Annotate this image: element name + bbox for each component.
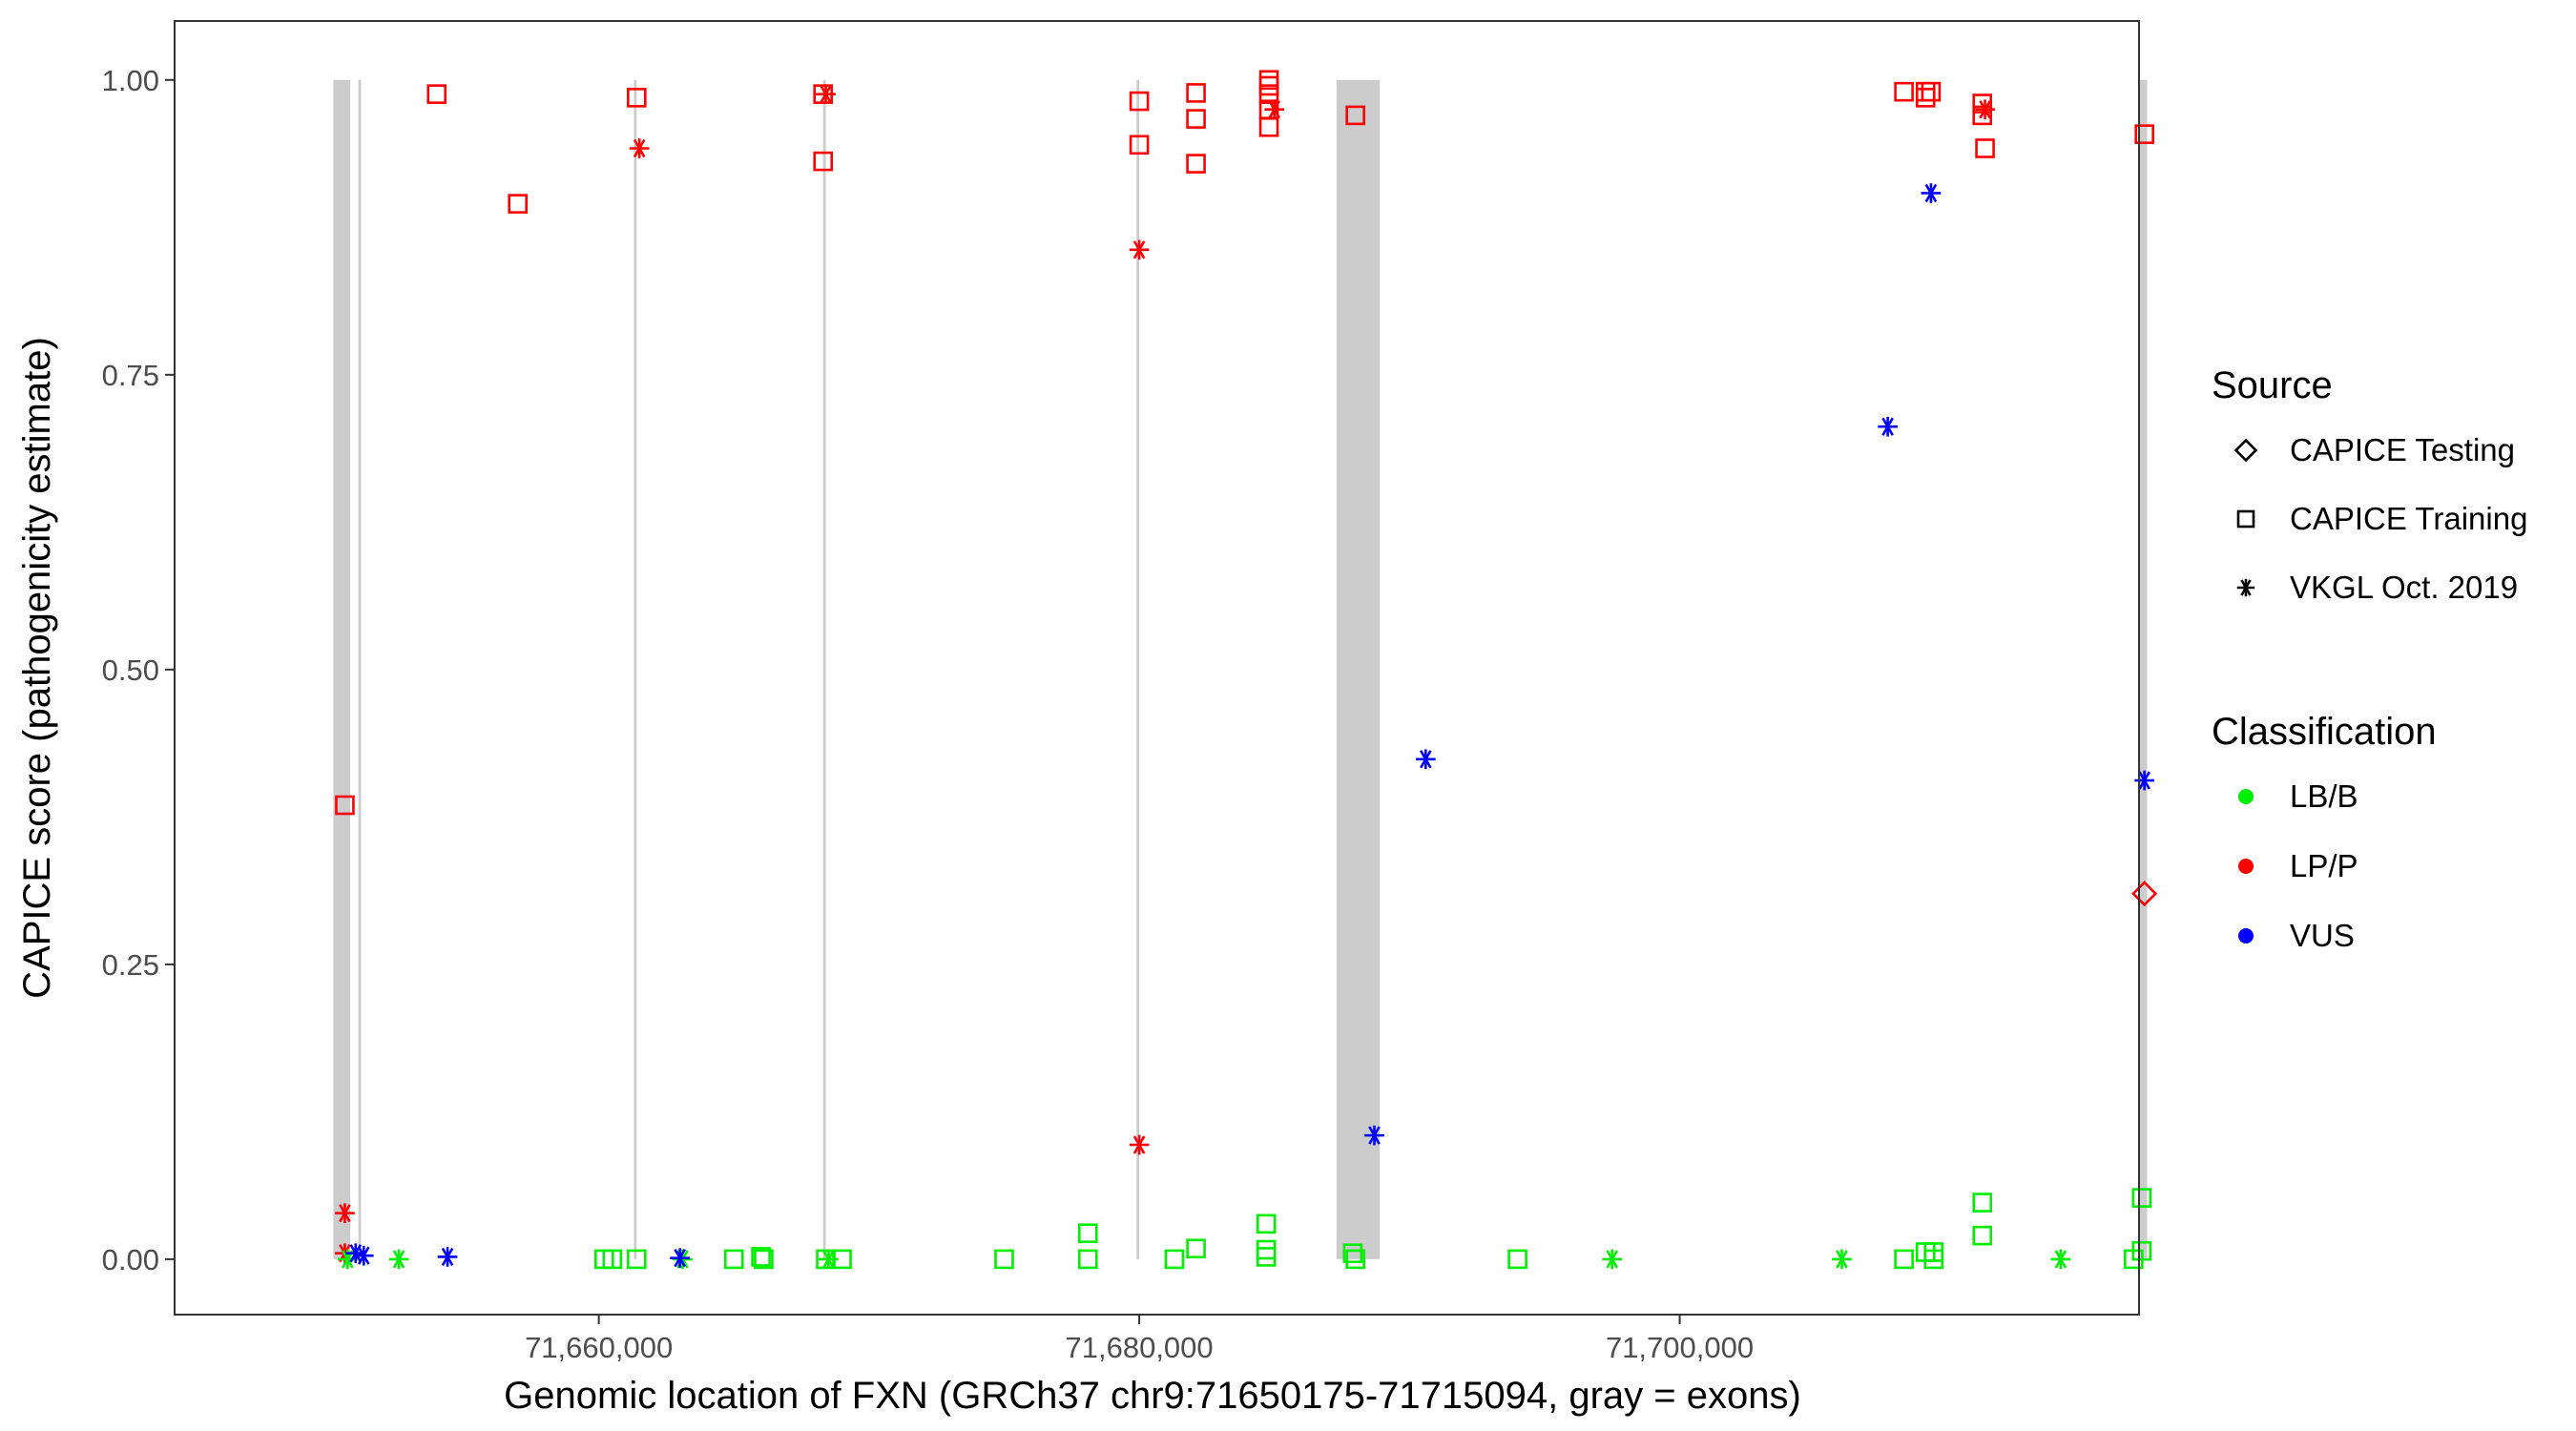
point-square (1258, 116, 1279, 137)
point-square (1129, 135, 1150, 156)
plot-panel (174, 20, 2140, 1316)
point-asterisk (2236, 578, 2255, 597)
point-square (1164, 1249, 1185, 1270)
point-asterisk (388, 1249, 409, 1270)
point-asterisk (2134, 770, 2155, 791)
y-tick-label: 0.00 (102, 1243, 159, 1276)
point-square (751, 1247, 771, 1267)
point-square (1894, 1249, 1914, 1270)
point-square (1921, 81, 1942, 102)
point-square (627, 88, 647, 108)
point-square (1923, 1249, 1944, 1270)
x-tick-label: 71,700,000 (1606, 1331, 1754, 1364)
point-diamond (2233, 438, 2258, 463)
point-square (1186, 1238, 1206, 1259)
point-square (1077, 1223, 1098, 1244)
legend-key-dot (2238, 928, 2254, 944)
point-square (426, 84, 447, 104)
point-asterisk (816, 84, 836, 104)
point-square (1345, 105, 1365, 126)
legend-label-source: CAPICE Testing (2290, 432, 2515, 467)
legend-label-classification: LB/B (2290, 778, 2358, 814)
point-asterisk (353, 1245, 374, 1266)
point-asterisk (335, 1203, 355, 1224)
axes: 0.00 0.25 0.50 0.75 1.00 71,660,000 71,680,000… (102, 64, 1754, 1364)
point-square (1129, 91, 1150, 112)
legend-title-source: Source (2212, 364, 2333, 406)
point-asterisk (1921, 183, 1942, 203)
point-square (1972, 1192, 1993, 1213)
point-square (1975, 138, 1995, 158)
exon-band (1136, 79, 1140, 1259)
point-asterisk (1975, 99, 1995, 120)
point-asterisk (1878, 416, 1898, 437)
point-square (1972, 1225, 1993, 1246)
point-asterisk (2050, 1249, 2071, 1270)
point-square (2236, 509, 2255, 529)
point-asterisk (629, 138, 650, 158)
point-square (1256, 1247, 1277, 1267)
point-square (2134, 124, 2154, 144)
exon-band (2139, 79, 2148, 1259)
legend-label-classification: LP/P (2290, 848, 2358, 883)
point-square (1258, 84, 1279, 104)
point-square (813, 151, 834, 172)
legend-label-source: CAPICE Training (2290, 501, 2527, 536)
legend-key-dot (2238, 859, 2254, 874)
exon-band (358, 79, 362, 1259)
point-asterisk (437, 1247, 458, 1267)
point-square (2131, 1240, 2152, 1261)
point-square (2131, 1188, 2152, 1208)
legend-label-classification: VUS (2290, 918, 2355, 953)
point-square (1507, 1249, 1527, 1270)
point-asterisk (1364, 1125, 1384, 1146)
point-asterisk (1264, 99, 1285, 120)
exon-band (1336, 79, 1381, 1259)
point-asterisk (1602, 1249, 1623, 1270)
point-square (1077, 1249, 1098, 1270)
exon-band (822, 79, 826, 1259)
point-square (1342, 1243, 1363, 1264)
legend: Source CAPICE Testing CAPICE Training VKGL … (2212, 364, 2527, 953)
point-diamond (2131, 881, 2158, 907)
legend-key-dot (2238, 789, 2254, 804)
x-tick-label: 71,680,000 (1066, 1331, 1214, 1364)
point-square (508, 194, 528, 214)
point-asterisk (1415, 749, 1436, 770)
point-square (1894, 81, 1914, 102)
point-square (1256, 1213, 1277, 1234)
legend-label-source: VKGL Oct. 2019 (2290, 570, 2518, 605)
point-square (1186, 154, 1206, 174)
exon-bands (333, 79, 2148, 1259)
y-tick-label: 1.00 (102, 64, 159, 97)
point-square (602, 1249, 623, 1270)
y-tick-label: 0.75 (102, 359, 159, 392)
y-tick-label: 0.50 (102, 653, 159, 687)
x-axis-title: Genomic location of FXN (GRCh37 chr9:716… (504, 1375, 1801, 1417)
point-square (1186, 109, 1206, 129)
point-asterisk (819, 1249, 839, 1270)
point-square (1915, 88, 1936, 108)
point-square (335, 795, 355, 816)
point-square (627, 1249, 647, 1270)
point-asterisk (670, 1248, 690, 1269)
data-points (335, 70, 2158, 1270)
point-square (1345, 1249, 1365, 1270)
point-asterisk (1129, 1134, 1150, 1155)
exon-band (634, 79, 637, 1259)
point-square (994, 1249, 1014, 1270)
point-square (723, 1249, 744, 1270)
x-tick-label: 71,660,000 (525, 1331, 673, 1364)
legend-title-classification: Classification (2212, 711, 2437, 753)
point-asterisk (1129, 239, 1150, 260)
y-axis-title: CAPICE score (pathogenicity estimate) (16, 337, 58, 999)
exon-band (333, 79, 351, 1259)
point-square (754, 1249, 774, 1270)
y-tick-label: 0.25 (102, 948, 159, 982)
point-asterisk (1832, 1249, 1852, 1270)
point-square (1186, 83, 1206, 103)
